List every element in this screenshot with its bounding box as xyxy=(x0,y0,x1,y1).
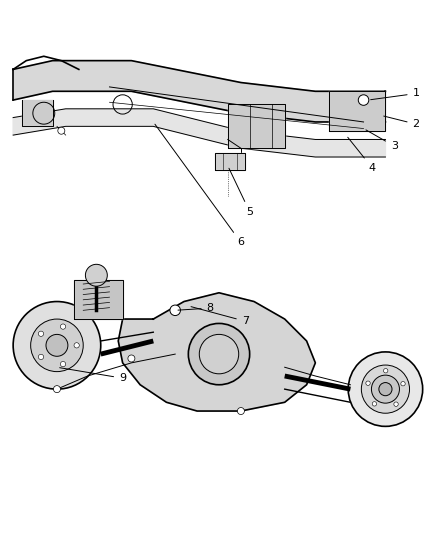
Polygon shape xyxy=(118,293,315,411)
Circle shape xyxy=(361,365,410,413)
Polygon shape xyxy=(13,109,385,157)
Text: 1: 1 xyxy=(371,88,420,100)
Circle shape xyxy=(60,361,66,367)
Circle shape xyxy=(85,264,107,286)
Circle shape xyxy=(170,305,180,316)
Circle shape xyxy=(358,95,369,106)
Text: 3: 3 xyxy=(366,130,398,151)
Polygon shape xyxy=(22,100,53,126)
Circle shape xyxy=(199,334,239,374)
Text: 4: 4 xyxy=(348,138,376,173)
Circle shape xyxy=(31,319,83,372)
Polygon shape xyxy=(228,104,285,148)
Text: 8: 8 xyxy=(178,303,214,313)
Circle shape xyxy=(384,368,388,373)
Circle shape xyxy=(13,302,101,389)
Circle shape xyxy=(128,355,135,362)
Polygon shape xyxy=(215,152,245,170)
Polygon shape xyxy=(328,91,385,131)
Text: 7: 7 xyxy=(191,306,249,326)
Circle shape xyxy=(401,382,405,386)
Circle shape xyxy=(394,402,398,406)
Circle shape xyxy=(348,352,423,426)
Circle shape xyxy=(53,386,60,393)
Circle shape xyxy=(39,331,44,336)
Circle shape xyxy=(74,343,79,348)
Circle shape xyxy=(58,127,65,134)
Polygon shape xyxy=(13,61,385,122)
Circle shape xyxy=(371,375,399,403)
Text: 5: 5 xyxy=(229,168,253,217)
Text: 9: 9 xyxy=(60,368,126,383)
Circle shape xyxy=(39,354,44,360)
Circle shape xyxy=(237,408,244,415)
Polygon shape xyxy=(74,280,123,319)
Circle shape xyxy=(379,383,392,395)
Circle shape xyxy=(372,402,377,406)
Circle shape xyxy=(46,334,68,356)
Circle shape xyxy=(366,381,370,385)
Text: 2: 2 xyxy=(384,116,420,129)
Circle shape xyxy=(188,324,250,385)
Text: 6: 6 xyxy=(155,124,244,247)
Circle shape xyxy=(60,324,66,329)
